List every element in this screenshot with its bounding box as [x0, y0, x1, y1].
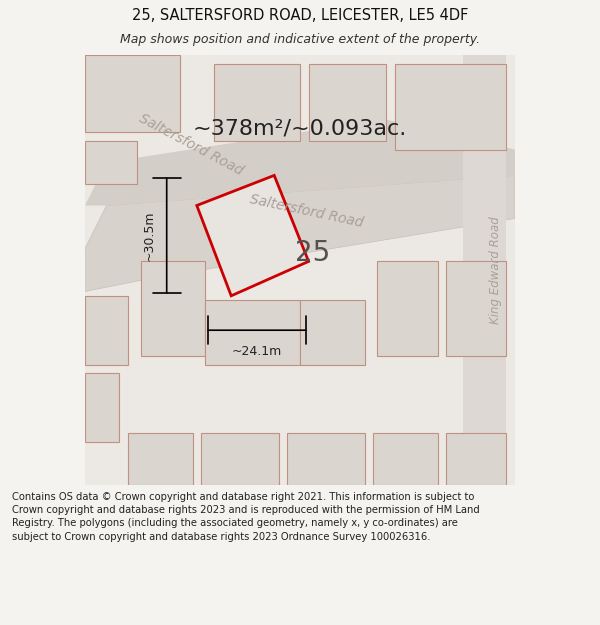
- Polygon shape: [287, 433, 365, 485]
- Polygon shape: [463, 55, 506, 485]
- Polygon shape: [205, 300, 300, 364]
- Polygon shape: [308, 64, 386, 141]
- Text: ~30.5m: ~30.5m: [143, 211, 156, 261]
- Polygon shape: [141, 261, 205, 356]
- Text: Saltersford Road: Saltersford Road: [137, 112, 245, 178]
- Polygon shape: [300, 300, 365, 364]
- Polygon shape: [128, 433, 193, 485]
- Text: 25, SALTERSFORD ROAD, LEICESTER, LE5 4DF: 25, SALTERSFORD ROAD, LEICESTER, LE5 4DF: [132, 8, 468, 23]
- Polygon shape: [201, 433, 278, 485]
- Text: King Edward Road: King Edward Road: [489, 216, 502, 324]
- Text: Map shows position and indicative extent of the property.: Map shows position and indicative extent…: [120, 33, 480, 46]
- Polygon shape: [446, 261, 506, 356]
- Polygon shape: [377, 261, 437, 356]
- Polygon shape: [85, 55, 179, 132]
- Polygon shape: [85, 141, 137, 184]
- Polygon shape: [197, 176, 308, 296]
- Polygon shape: [395, 64, 506, 149]
- Text: Saltersford Road: Saltersford Road: [248, 192, 365, 230]
- Polygon shape: [373, 433, 437, 485]
- Polygon shape: [446, 433, 506, 485]
- Polygon shape: [85, 373, 119, 442]
- Text: Contains OS data © Crown copyright and database right 2021. This information is : Contains OS data © Crown copyright and d…: [12, 492, 480, 542]
- Polygon shape: [214, 64, 300, 141]
- Text: ~24.1m: ~24.1m: [232, 345, 282, 358]
- Polygon shape: [85, 119, 515, 206]
- Text: ~378m²/~0.093ac.: ~378m²/~0.093ac.: [193, 118, 407, 138]
- Polygon shape: [85, 176, 515, 291]
- Polygon shape: [85, 296, 128, 364]
- Text: 25: 25: [295, 239, 331, 267]
